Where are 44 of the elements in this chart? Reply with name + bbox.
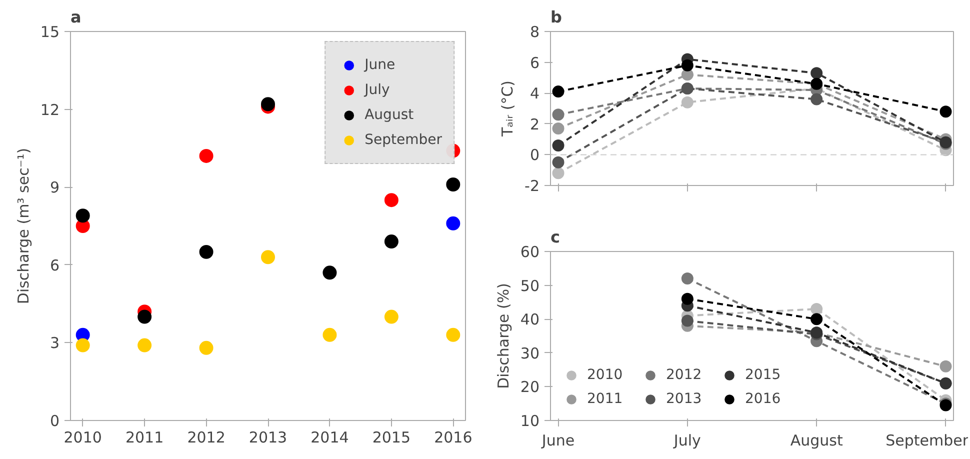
y-tick-label: 12 (40, 100, 60, 119)
y-tick-label: -2 (524, 177, 540, 195)
y-tick-label: 6 (50, 256, 60, 274)
y-tick-label: 20 (520, 378, 540, 396)
x-tick-label: August (790, 432, 843, 450)
x-tick-label: June (540, 432, 575, 450)
x-tick-label: July (672, 432, 702, 450)
x-tick-label: 2011 (125, 428, 164, 446)
y-tick-label: 8 (530, 23, 540, 41)
legend-label: June (364, 57, 396, 73)
x-tick-label: 2016 (434, 428, 472, 446)
legend-label: July (364, 82, 390, 98)
y-tick-label: 10 (520, 412, 540, 430)
y-tick-label: 60 (520, 243, 540, 261)
x-tick-label: 2014 (310, 428, 349, 446)
legend-label: 2013 (666, 391, 703, 407)
y-tick-label: 6 (530, 54, 540, 72)
x-tick-label: 2012 (187, 428, 226, 446)
chart-title: c (550, 228, 560, 246)
y-tick-label: 40 (520, 310, 540, 329)
legend-label: 2016 (745, 391, 782, 407)
y-tick-label: 15 (40, 23, 60, 41)
x-tick-label: 2015 (372, 428, 411, 446)
y-tick-label: 9 (50, 178, 60, 197)
legend-label: August (364, 107, 414, 123)
y-tick-label: 2 (530, 115, 540, 134)
chart-title: b (550, 8, 562, 26)
y-tick-label: 0 (530, 146, 540, 164)
y-tick-label: 0 (50, 412, 60, 430)
legend-label: 2015 (745, 367, 782, 383)
chart-title: a (70, 8, 82, 26)
y-axis-title: Discharge (m³ sec⁻¹) (14, 148, 32, 304)
y-tick-label: 3 (50, 334, 60, 352)
y-tick-label: 30 (520, 344, 540, 362)
x-tick-label: 2010 (64, 428, 102, 446)
y-tick-label: 50 (520, 276, 540, 295)
legend-label: 2011 (587, 391, 624, 407)
legend-label: September (364, 132, 442, 148)
legend-label: 2010 (587, 367, 624, 383)
legend-label: 2012 (666, 367, 703, 383)
y-axis-title: Discharge (%) (494, 283, 512, 389)
y-axis-title: Tₐᵢᵣ (°C) (498, 80, 517, 138)
x-tick-label: 2013 (248, 428, 288, 446)
y-tick-label: 4 (530, 84, 540, 103)
